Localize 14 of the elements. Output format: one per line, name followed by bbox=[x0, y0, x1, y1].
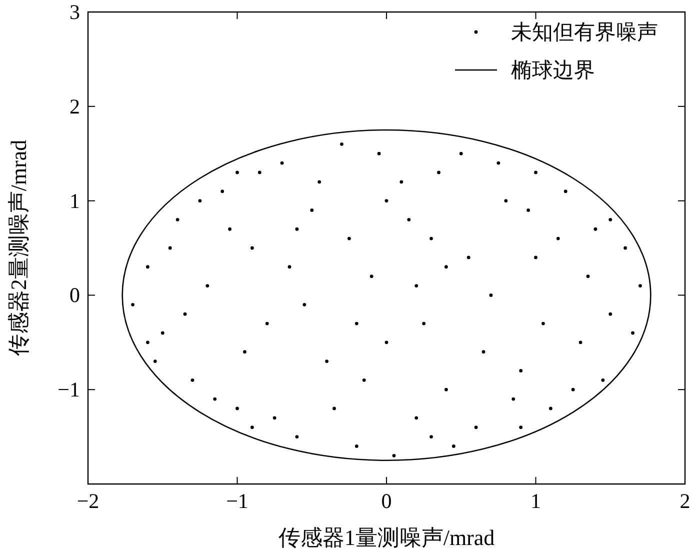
y-tick-label: 3 bbox=[70, 0, 80, 24]
y-tick-label: 2 bbox=[70, 94, 80, 118]
x-axis-title: 传感器1量测噪声/mrad bbox=[278, 525, 495, 550]
x-tick-label: 1 bbox=[530, 489, 541, 513]
x-tick-label: 2 bbox=[680, 489, 690, 513]
y-tick-label: −1 bbox=[58, 378, 80, 402]
x-tick-label: −1 bbox=[226, 489, 248, 513]
x-tick-label: −2 bbox=[76, 489, 100, 513]
y-tick-label: 0 bbox=[70, 283, 80, 308]
y-axis-title: 传感器2量测噪声/mrad bbox=[6, 140, 31, 356]
y-tick-label: 1 bbox=[70, 188, 80, 213]
legend-label: 未知但有界噪声 bbox=[511, 20, 658, 44]
annotation: 椭球边界 bbox=[511, 58, 595, 82]
x-tick-label: 0 bbox=[381, 489, 392, 513]
